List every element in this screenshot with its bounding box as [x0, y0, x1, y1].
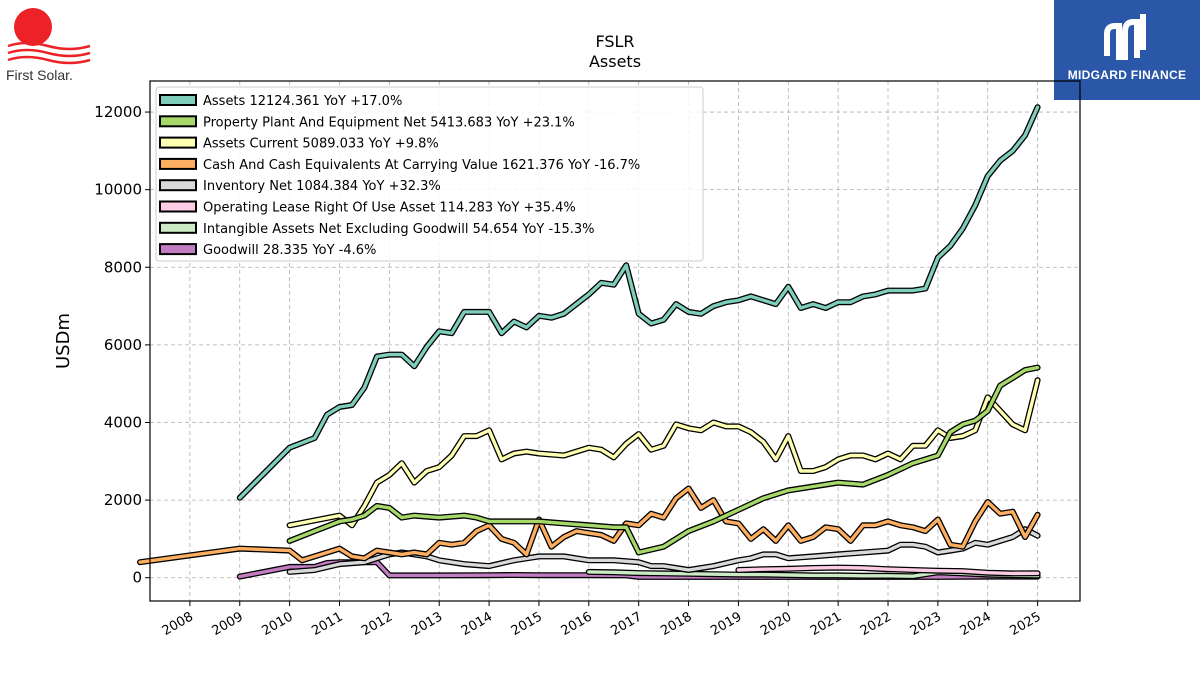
x-tick-label: 2022	[858, 609, 894, 639]
x-tick-label: 2018	[658, 609, 694, 639]
x-tick-label: 2015	[509, 609, 545, 639]
x-tick-label: 2012	[359, 609, 395, 639]
y-tick-label: 4000	[104, 413, 142, 431]
x-tick-label: 2025	[1007, 609, 1043, 639]
sun-icon	[14, 8, 52, 46]
legend-label-property-plant-and-equipment-net: Property Plant And Equipment Net 5413.68…	[203, 115, 575, 130]
x-tick-label: 2023	[908, 609, 944, 639]
series-outline-assets-current	[286, 377, 1041, 529]
x-tick-label: 2016	[559, 609, 595, 639]
plot-frame	[149, 80, 1081, 602]
x-tick-label: 2017	[609, 609, 645, 639]
midgard-mark-icon	[1104, 14, 1146, 60]
x-tick-label: 2024	[958, 609, 994, 639]
x-tick-label: 2021	[808, 609, 844, 639]
midgard-finance-logo: MIDGARD FINANCE	[1054, 0, 1200, 100]
midgard-finance-name: MIDGARD FINANCE	[1067, 68, 1187, 82]
x-tick-label: 2010	[259, 609, 295, 639]
y-tick-label: 6000	[104, 336, 142, 354]
legend-swatch-property-plant-and-equipment-net	[159, 115, 197, 128]
legend-label-intangible-assets-net-excluding-goodwill: Intangible Assets Net Excluding Goodwill…	[203, 222, 594, 237]
y-axis-label: USDm	[53, 313, 74, 369]
series-lines	[137, 104, 1041, 580]
y-tick-label: 0	[132, 569, 142, 587]
y-tick-label: 8000	[104, 258, 142, 276]
legend-label-goodwill: Goodwill 28.335 YoY -4.6%	[203, 243, 376, 258]
legend-swatch-goodwill	[159, 243, 197, 256]
first-solar-logo: First Solar.	[4, 4, 96, 84]
legend-swatch-intangible-assets-net-excluding-goodwill	[159, 221, 197, 234]
legend-label-assets: Assets 12124.361 YoY +17.0%	[203, 94, 402, 109]
legend-label-cash-and-cash-equivalents-at-carrying-value: Cash And Cash Equivalents At Carrying Va…	[203, 158, 640, 173]
legend-swatch-cash-and-cash-equivalents-at-carrying-value	[159, 157, 197, 170]
x-tick-label: 2009	[210, 609, 246, 639]
y-tick-label: 12000	[94, 103, 142, 121]
series-line-assets-current	[287, 378, 1040, 527]
series-line-property-plant-and-equipment-net	[287, 365, 1040, 555]
waves-icon	[7, 41, 91, 65]
chart-subtitle: Assets	[589, 52, 641, 71]
legend-box	[155, 86, 704, 262]
legend-label-inventory-net: Inventory Net 1084.384 YoY +32.3%	[203, 179, 441, 194]
x-tick-label: 2011	[309, 609, 345, 639]
legend-swatch-operating-lease-right-of-use-asset	[159, 200, 197, 213]
y-tick-label: 2000	[104, 491, 142, 509]
x-tick-label: 2019	[708, 609, 744, 639]
y-tick-label: 10000	[94, 181, 142, 199]
x-tick-label: 2008	[160, 609, 196, 639]
legend-label-assets-current: Assets Current 5089.033 YoY +9.8%	[203, 137, 439, 152]
legend-swatch-assets	[159, 94, 197, 106]
chart-title: FSLR	[595, 32, 634, 51]
series-line-operating-lease-right-of-use-asset	[736, 565, 1040, 576]
series-line-cash-and-cash-equivalents-at-carrying-value	[138, 486, 1040, 564]
legend-label-operating-lease-right-of-use-asset: Operating Lease Right Of Use Asset 114.2…	[203, 201, 576, 216]
first-solar-name: First Solar.	[6, 67, 73, 83]
x-tick-label: 2014	[459, 609, 495, 639]
legend: Assets 12124.361 YoY +17.0% Property Plan…	[155, 86, 704, 262]
legend-swatch-inventory-net	[159, 179, 197, 192]
x-tick-label: 2013	[409, 609, 445, 639]
x-tick-label: 2020	[758, 609, 794, 639]
series-line-assets	[238, 105, 1040, 500]
legend-swatch-assets-current	[159, 136, 197, 149]
